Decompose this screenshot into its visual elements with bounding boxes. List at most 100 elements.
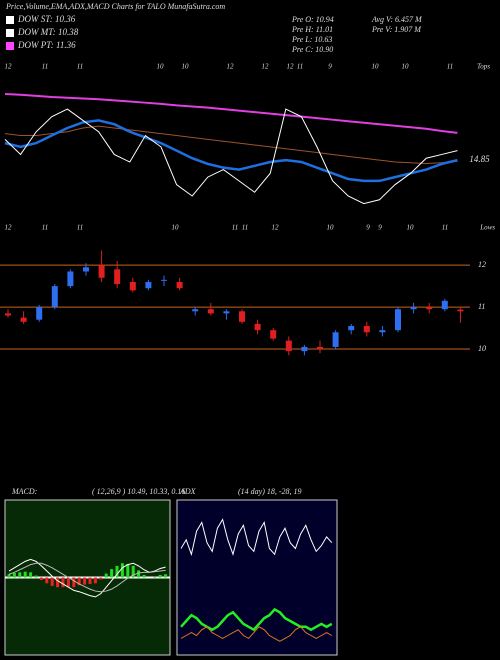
- macd-line: [8, 558, 166, 598]
- hist-bar: [23, 571, 27, 578]
- candle-body: [379, 330, 386, 333]
- hist-bar: [77, 577, 81, 586]
- hist-bar: [45, 577, 49, 584]
- hist-bar: [88, 577, 92, 584]
- bottom-label: 12: [5, 224, 13, 232]
- hist-bar: [142, 574, 146, 578]
- bottom-label: 11: [42, 224, 48, 232]
- candle-body: [129, 281, 136, 291]
- hist-bar: [7, 574, 11, 578]
- top-label: 10: [182, 63, 190, 71]
- bottom-label: 11: [242, 224, 248, 232]
- page-title: Price,Volume,EMA,ADX,MACD Charts for TAL…: [5, 2, 225, 11]
- adx-line: [180, 607, 333, 632]
- hist-bar: [61, 577, 65, 588]
- hist-bar: [56, 577, 60, 588]
- top-label: 10: [157, 63, 165, 71]
- y-tick-label: 10: [478, 344, 486, 353]
- hist-bar: [50, 577, 54, 586]
- bottom-label: 12: [272, 224, 280, 232]
- bottom-label: 10: [327, 224, 335, 232]
- candle-body: [207, 309, 214, 314]
- legend-label: DOW ST: 10.36: [17, 14, 76, 24]
- candle-body: [395, 309, 401, 331]
- legend-label: DOW PT: 11.36: [17, 40, 76, 50]
- hist-bar: [39, 577, 43, 581]
- candle-body: [192, 309, 199, 312]
- top-label: Tops: [477, 63, 490, 71]
- candle-body: [254, 323, 261, 331]
- candle-body: [301, 346, 308, 352]
- candle-body: [20, 317, 27, 322]
- candle-body: [176, 281, 183, 289]
- candle-body: [441, 300, 448, 310]
- hist-bar: [66, 577, 70, 588]
- candle-body: [145, 281, 152, 289]
- bottom-label: 9: [378, 224, 382, 232]
- candle-body: [348, 325, 355, 331]
- line-price: [4, 108, 458, 205]
- candle-body: [98, 265, 105, 278]
- stat: Pre L: 10.63: [291, 35, 332, 44]
- hist-bar: [137, 570, 141, 578]
- top-label: 10: [402, 63, 410, 71]
- hist-bar: [83, 577, 87, 585]
- panel-title: MACD:: [11, 487, 38, 496]
- candle-body: [457, 309, 464, 312]
- hist-bar: [110, 569, 114, 578]
- hist-bar: [115, 565, 119, 578]
- candle-body: [223, 311, 230, 314]
- top-label: 11: [77, 63, 83, 71]
- line-long: [4, 93, 458, 134]
- last-label: 14.85: [469, 154, 490, 164]
- hist-bar: [164, 574, 168, 578]
- hist-bar: [126, 563, 130, 578]
- panel-subtitle: (14 day) 18, -28, 19: [238, 487, 302, 496]
- adx-line: [180, 518, 333, 557]
- stat: Avg V: 6.457 M: [371, 15, 423, 24]
- top-label: 10: [372, 63, 380, 71]
- top-label: 12: [227, 63, 235, 71]
- hist-bar: [104, 573, 108, 578]
- candle-body: [239, 311, 245, 322]
- bottom-label: 10: [407, 224, 415, 232]
- line-mid: [4, 125, 458, 165]
- top-label: 12: [5, 63, 13, 71]
- legend-label: DOW MT: 10.38: [17, 27, 79, 37]
- hist-bar: [34, 575, 38, 578]
- stat: Pre H: 11.01: [291, 25, 333, 34]
- bottom-label: 11: [77, 224, 83, 232]
- bottom-label: 11: [232, 224, 238, 232]
- candle-body: [332, 332, 339, 347]
- stat: Pre V: 1.907 M: [371, 25, 422, 34]
- bottom-label: 11: [442, 224, 448, 232]
- y-tick-label: 12: [478, 260, 486, 269]
- hist-bar: [18, 572, 22, 578]
- adx-line: [180, 626, 333, 642]
- hist-bar: [131, 565, 135, 578]
- candle-body: [83, 267, 89, 272]
- hist-bar: [120, 563, 124, 578]
- candle-body: [161, 279, 167, 281]
- candle-body: [270, 330, 277, 339]
- stat: Pre C: 10.90: [291, 45, 333, 54]
- top-label: 11: [297, 63, 303, 71]
- top-label: 9: [328, 63, 332, 71]
- hist-bar: [99, 577, 103, 580]
- candle-body: [51, 286, 58, 308]
- top-label: 12: [262, 63, 270, 71]
- y-tick-label: 11: [478, 302, 485, 311]
- legend-swatch: [6, 29, 14, 37]
- hist-bar: [29, 572, 33, 578]
- candle-body: [5, 313, 11, 316]
- candle-body: [410, 307, 417, 310]
- candle-body: [67, 271, 74, 287]
- candle-body: [285, 340, 292, 352]
- bottom-label: Lows: [479, 224, 495, 232]
- hist-bar: [12, 572, 16, 578]
- candle-body: [426, 307, 433, 310]
- candle-body: [317, 346, 323, 350]
- top-label: 12: [287, 63, 295, 71]
